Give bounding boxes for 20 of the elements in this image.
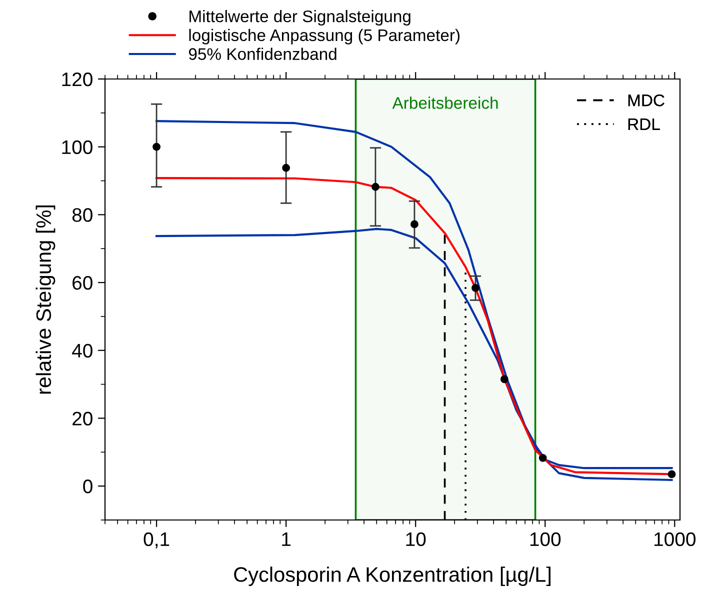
y-tick-label: 20 [72, 412, 92, 426]
x-tick-label: 10 [406, 532, 426, 546]
x-axis-title: Cyclosporin A Konzentration [µg/L] [234, 566, 550, 586]
legend-label: MDC [628, 94, 664, 106]
x-tick-label: 0,1 [144, 532, 170, 548]
y-tick-label: 80 [72, 208, 92, 222]
band-label: Arbeitsbereich [392, 96, 498, 109]
y-tick-label: 40 [72, 344, 92, 358]
x-tick-label: 1 [282, 532, 291, 546]
y-tick-label: 0 [83, 480, 92, 494]
legend-label: Mittelwerte der Signalsteigung [190, 10, 410, 26]
y-tick-label: 100 [62, 140, 92, 154]
x-tick-label: 100 [530, 532, 561, 546]
legend-label: logistische Anpassung (5 Parameter) [189, 28, 460, 44]
y-tick-label: 120 [62, 72, 92, 86]
legend-label: RDL [628, 118, 660, 130]
y-tick-label: 60 [72, 276, 92, 290]
y-axis-title: relative Steigung [%] [36, 205, 56, 394]
x-tick-label: 1000 [654, 532, 696, 546]
legend-label: 95% Konfidenzband [188, 48, 336, 60]
